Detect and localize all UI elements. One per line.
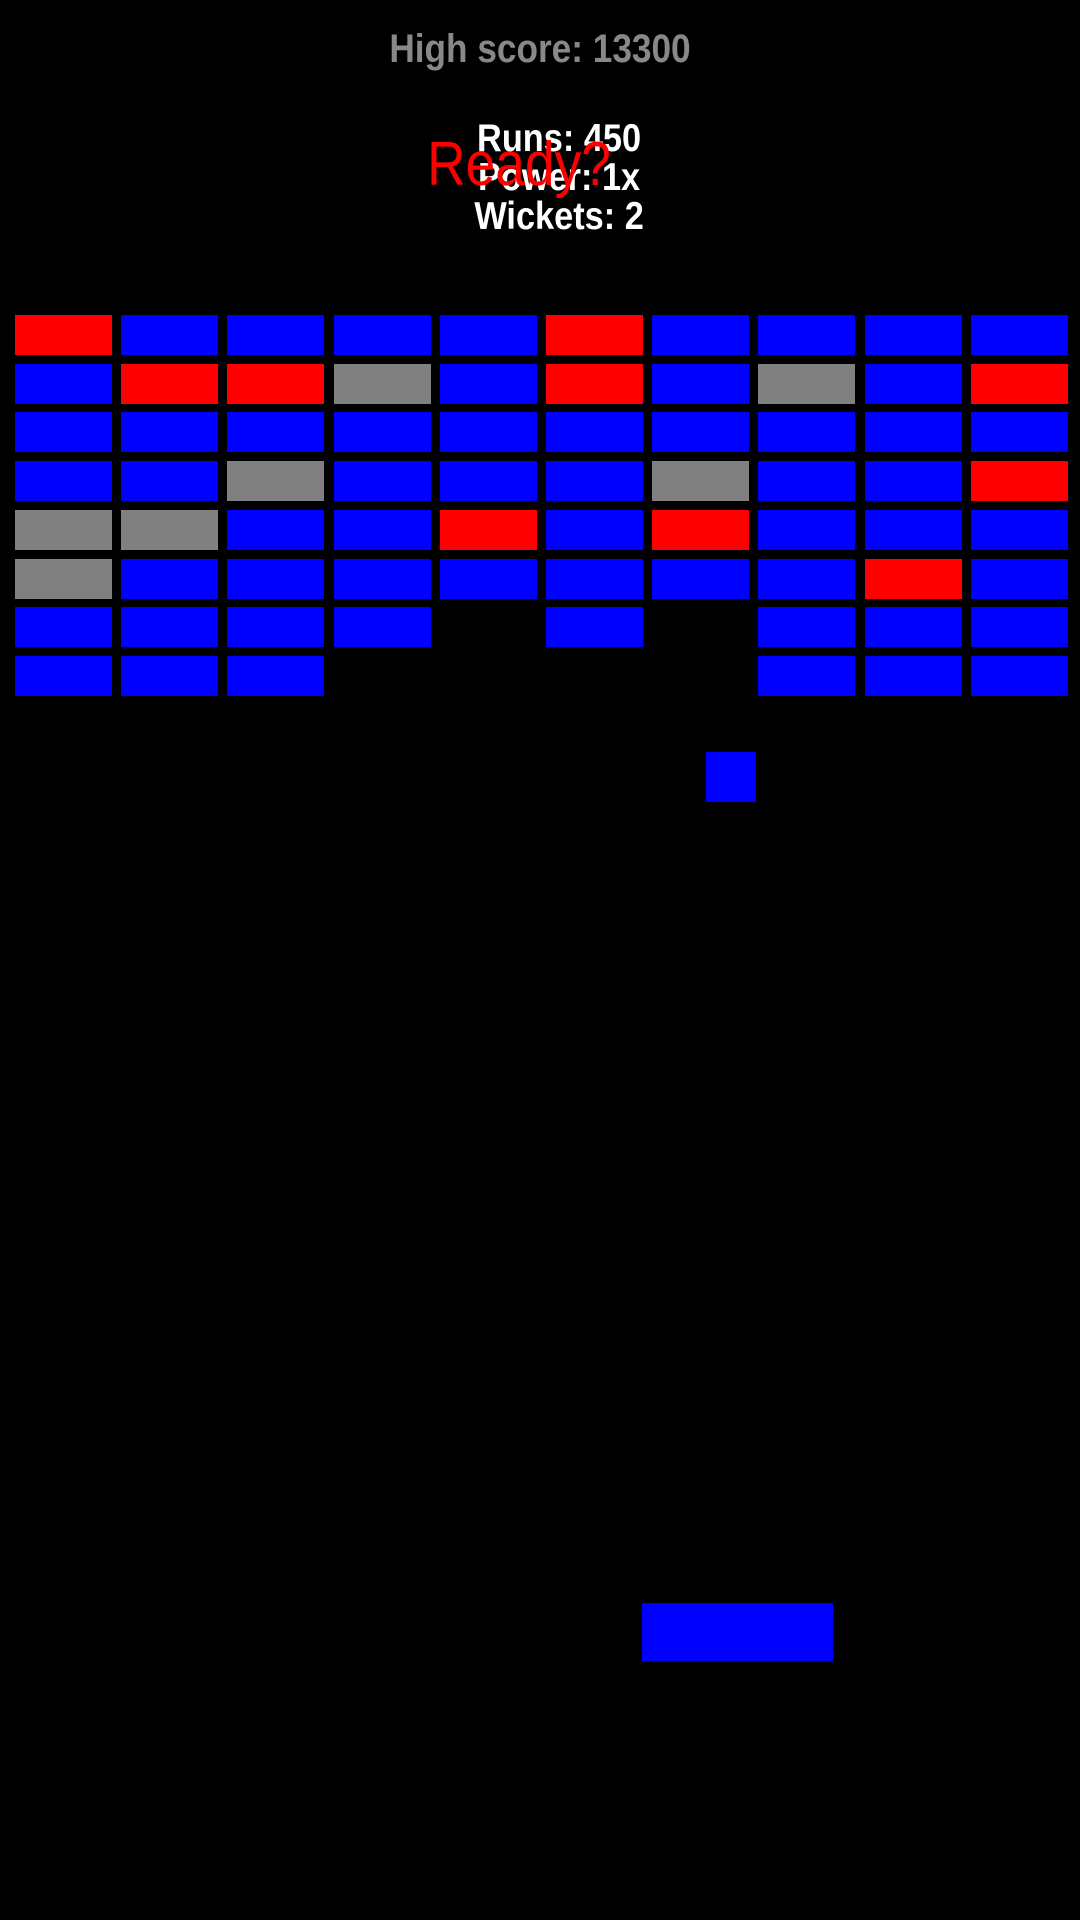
- brick: [227, 315, 324, 355]
- brick: [227, 656, 324, 696]
- brick: [971, 510, 1068, 550]
- brick: [652, 315, 749, 355]
- brick: [546, 461, 643, 501]
- brick: [227, 559, 324, 599]
- brick: [865, 656, 962, 696]
- brick: [15, 461, 112, 501]
- brick: [546, 559, 643, 599]
- brick: [15, 510, 112, 550]
- brick: [546, 510, 643, 550]
- brick: [865, 559, 962, 599]
- brick: [440, 412, 537, 452]
- brick: [334, 412, 431, 452]
- brick: [334, 315, 431, 355]
- brick: [652, 559, 749, 599]
- brick: [440, 364, 537, 404]
- stats-line: Runs: 450 Power: 1x Wickets: 2: [65, 80, 1015, 275]
- brick: [971, 364, 1068, 404]
- brick: [865, 510, 962, 550]
- brick: [15, 364, 112, 404]
- brick: [121, 559, 218, 599]
- brick: [121, 510, 218, 550]
- brick: [971, 559, 1068, 599]
- brick: [15, 315, 112, 355]
- brick: [652, 461, 749, 501]
- brick: [227, 412, 324, 452]
- brick: [652, 510, 749, 550]
- power-text: Power: 1x: [478, 156, 641, 199]
- brick: [227, 607, 324, 647]
- brick: [440, 559, 537, 599]
- brick: [121, 607, 218, 647]
- brick: [334, 510, 431, 550]
- brick: [758, 656, 855, 696]
- brick: [865, 412, 962, 452]
- runs-text: Runs: 450: [477, 117, 642, 160]
- brick: [121, 656, 218, 696]
- brick: [865, 461, 962, 501]
- brick: [334, 607, 431, 647]
- brick: [15, 559, 112, 599]
- brick: [334, 364, 431, 404]
- brick: [971, 461, 1068, 501]
- brick: [971, 315, 1068, 355]
- status-message: Ready?: [427, 130, 611, 199]
- brick: [15, 656, 112, 696]
- brick: [546, 364, 643, 404]
- brick: [15, 412, 112, 452]
- brick: [865, 607, 962, 647]
- brick: [440, 510, 537, 550]
- brick: [15, 607, 112, 647]
- brick: [121, 412, 218, 452]
- brick: [758, 364, 855, 404]
- brick: [652, 364, 749, 404]
- paddle[interactable]: [642, 1603, 833, 1661]
- brick: [758, 559, 855, 599]
- brick: [758, 461, 855, 501]
- brick: [546, 607, 643, 647]
- brick: [440, 315, 537, 355]
- high-score-text: High score: 13300: [389, 27, 691, 71]
- brick: [546, 412, 643, 452]
- brick: [121, 315, 218, 355]
- brick: [227, 461, 324, 501]
- brick: [758, 607, 855, 647]
- brick: [121, 461, 218, 501]
- brick: [227, 364, 324, 404]
- brick: [758, 315, 855, 355]
- brick: [971, 412, 1068, 452]
- brick: [440, 461, 537, 501]
- brick: [758, 412, 855, 452]
- wickets-text: Wickets: 2: [474, 195, 644, 238]
- brick: [758, 510, 855, 550]
- brick: [334, 461, 431, 501]
- ball: [706, 752, 756, 802]
- brick: [121, 364, 218, 404]
- brick: [971, 607, 1068, 647]
- brick: [546, 315, 643, 355]
- brick: [971, 656, 1068, 696]
- brick: [652, 412, 749, 452]
- brick: [865, 364, 962, 404]
- brick: [334, 559, 431, 599]
- brick: [227, 510, 324, 550]
- brick: [865, 315, 962, 355]
